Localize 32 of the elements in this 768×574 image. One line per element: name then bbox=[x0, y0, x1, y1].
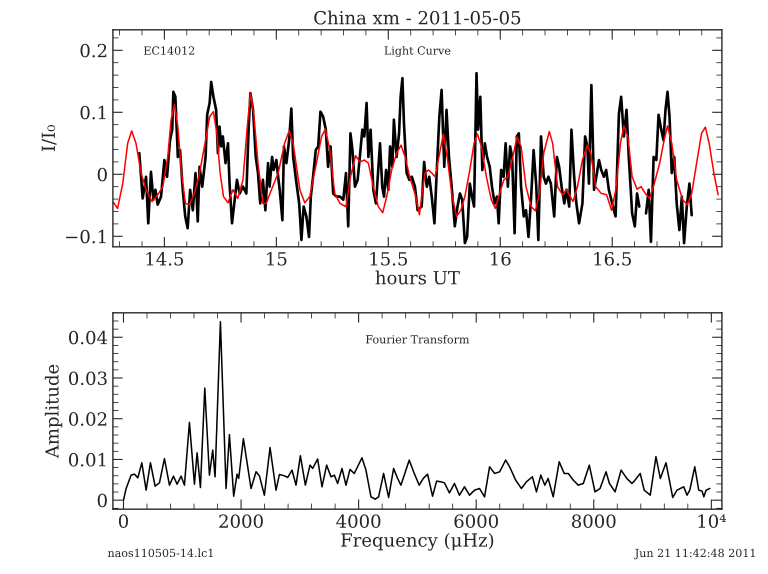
annotation: Fourier Transform bbox=[366, 334, 470, 344]
y-tick-label: 0 bbox=[98, 494, 107, 508]
x-axis-title: hours UT bbox=[376, 270, 460, 285]
text: naos110505-14.lc1 bbox=[108, 548, 213, 558]
x-tick-label: 0 bbox=[118, 514, 128, 528]
x-tick-label: 8000 bbox=[572, 514, 616, 528]
annotation: Light Curve bbox=[384, 46, 450, 57]
x-tick-label: 14.5 bbox=[146, 252, 184, 266]
x-axis-title: Frequency (μHz) bbox=[341, 532, 494, 551]
x-tick-label: 4000 bbox=[336, 514, 380, 528]
x-tick-label: 2000 bbox=[219, 514, 263, 528]
x-tick-label: 16.5 bbox=[594, 252, 631, 266]
line-series bbox=[112, 92, 719, 218]
chart-title: China xm - 2011-05-05 bbox=[314, 10, 520, 25]
x-tick-label: 16 bbox=[490, 252, 511, 266]
y-tick-label: 0 bbox=[98, 168, 107, 182]
annotation: EC14012 bbox=[144, 46, 194, 55]
text: Jun 21 11:42:48 2011 bbox=[634, 548, 755, 560]
y-tick-label: 0.04 bbox=[69, 330, 108, 344]
x-tick-label: 15 bbox=[267, 252, 286, 266]
y-tick-label: −0.1 bbox=[66, 230, 106, 244]
y-tick-label: 0.1 bbox=[80, 106, 106, 120]
y-tick-label: 0.2 bbox=[80, 44, 106, 58]
line-series bbox=[122, 321, 711, 501]
y-tick-label: 0.03 bbox=[69, 371, 107, 386]
y-axis-title: Amplitude bbox=[44, 364, 62, 458]
y-axis-title: I/I₀ bbox=[42, 125, 57, 152]
x-tick-label: 15.5 bbox=[370, 252, 408, 266]
y-tick-label: 0.02 bbox=[69, 412, 106, 426]
x-tick-label: 10⁴ bbox=[698, 514, 726, 528]
y-tick-label: 0.01 bbox=[69, 452, 106, 467]
x-tick-label: 6000 bbox=[454, 514, 498, 528]
